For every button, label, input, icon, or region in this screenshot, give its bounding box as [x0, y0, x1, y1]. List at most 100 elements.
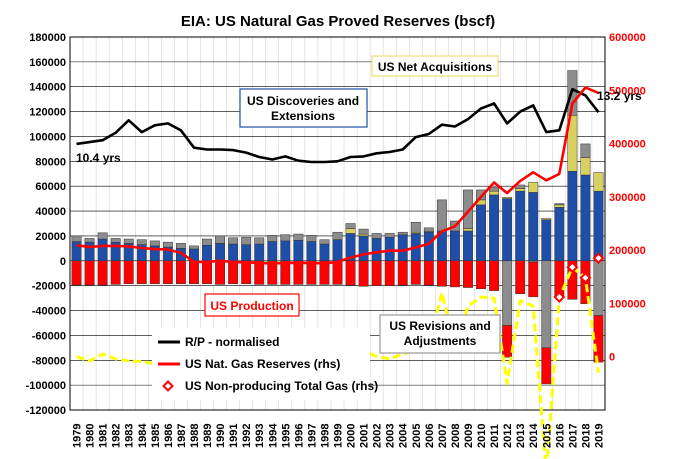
- bar-us-production-1985: [149, 260, 160, 285]
- left-tick-label: -80000: [32, 355, 66, 367]
- legend-label: US Nat. Gas Reserves (rhs): [185, 357, 340, 371]
- left-tick-label: 0: [60, 256, 66, 268]
- bar-us-discoveries-and-extensions-2016: [554, 207, 565, 262]
- x-tick-label: 2009: [463, 424, 475, 448]
- bar-us-discoveries-and-extensions-2011: [489, 194, 500, 262]
- bar-us-net-acquisitions-2019: [593, 172, 604, 192]
- left-tick-label: 20000: [35, 231, 66, 243]
- bar-us-production-2005: [410, 260, 421, 285]
- bar-us-revisions-and-adjustments-1998: [319, 239, 330, 245]
- bar-us-production-2011: [489, 260, 500, 291]
- bar-us-discoveries-and-extensions-2012: [502, 198, 513, 262]
- bar-us-discoveries-and-extensions-1992: [241, 244, 252, 262]
- bar-us-production-1992: [241, 260, 252, 285]
- bar-us-revisions-and-adjustments-1982: [110, 238, 121, 243]
- bar-us-production-1983: [123, 260, 134, 285]
- left-tick-label: -40000: [32, 306, 66, 318]
- bar-us-revisions-and-adjustments-2005: [410, 222, 421, 233]
- x-tick-label: 2011: [489, 424, 501, 448]
- line-us-nat-gas-reserves-rhs-: [76, 86, 599, 265]
- bar-us-revisions-and-adjustments-1995: [280, 234, 291, 242]
- bar-us-production-1980: [84, 260, 95, 286]
- left-tick-label: 60000: [35, 181, 66, 193]
- bar-us-revisions-and-adjustments-2007: [436, 199, 447, 232]
- left-tick-label: -100000: [26, 380, 66, 392]
- annotation-rev2: Adjustments: [404, 334, 477, 348]
- x-tick-label: 2000: [346, 424, 358, 448]
- bar-us-production-1991: [228, 260, 239, 285]
- x-tick-label: 1999: [333, 424, 345, 448]
- annotation-disc2: Extensions: [271, 109, 335, 123]
- left-tick-label: 160000: [29, 57, 66, 69]
- bar-us-discoveries-and-extensions-1981: [97, 238, 108, 262]
- bar-us-production-2000: [345, 260, 356, 286]
- x-tick-label: 1996: [293, 424, 305, 448]
- bar-us-production-1981: [97, 260, 108, 286]
- bar-us-production-2017: [567, 260, 578, 300]
- bar-us-revisions-and-adjustments-1990: [215, 235, 226, 244]
- bar-us-net-acquisitions-2016: [554, 204, 565, 208]
- x-tick-label: 2002: [372, 424, 384, 448]
- left-tick-label: -20000: [32, 281, 66, 293]
- left-tick-label: -60000: [32, 330, 66, 342]
- bar-us-production-2009: [463, 260, 473, 288]
- bar-us-production-2013: [515, 260, 526, 294]
- x-tick-label: 1984: [137, 423, 149, 448]
- bar-us-production-1995: [280, 260, 291, 285]
- bar-us-production-1990: [215, 260, 226, 285]
- x-tick-label: 2012: [502, 424, 514, 448]
- annotations: US Net Acquisitions US Discoveries andExt…: [76, 55, 642, 354]
- bar-us-discoveries-and-extensions-2017: [567, 171, 578, 262]
- x-tick-label: 1980: [85, 424, 97, 448]
- x-tick-label: 1989: [202, 424, 214, 448]
- x-tick-label: 1985: [150, 424, 162, 448]
- bar-us-net-acquisitions-2012: [502, 197, 513, 199]
- left-tick-label: 140000: [29, 82, 66, 94]
- bar-us-discoveries-and-extensions-2018: [580, 174, 591, 262]
- right-tick-label: 600000: [609, 32, 646, 44]
- bar-us-production-2004: [397, 260, 408, 286]
- bar-us-discoveries-and-extensions-1993: [254, 243, 265, 262]
- left-tick-label: 80000: [35, 156, 66, 168]
- x-tick-label: 2007: [437, 424, 449, 448]
- bar-us-revisions-and-adjustments-1992: [241, 236, 252, 245]
- bar-us-production-2007: [436, 260, 447, 287]
- bar-us-net-acquisitions-2001: [358, 233, 369, 237]
- bar-us-discoveries-and-extensions-1994: [267, 241, 278, 262]
- x-tick-label: 2004: [398, 423, 410, 448]
- bar-us-production-1982: [110, 260, 121, 285]
- right-tick-label: 300000: [609, 192, 646, 204]
- bar-us-discoveries-and-extensions-1998: [319, 243, 330, 262]
- x-tick-label: 1979: [72, 424, 84, 448]
- x-tick-label: 2018: [580, 424, 592, 448]
- bar-us-revisions-and-adjustments-1980: [84, 238, 95, 243]
- annotation-prod-box: [204, 293, 300, 317]
- marker-2019: [592, 252, 605, 265]
- bar-us-revisions-and-adjustments-1994: [267, 235, 278, 242]
- bar-us-revisions-and-adjustments-1979: [71, 235, 82, 242]
- x-tick-label: 2013: [515, 424, 527, 448]
- bar-us-revisions-and-adjustments-1991: [228, 237, 239, 245]
- right-tick-label: 200000: [609, 245, 646, 257]
- x-axis-ticks: 1979 1980 1981 1982 1983 1984 1985 1986 1987 1988…: [72, 423, 606, 448]
- bar-us-production-1994: [267, 260, 278, 285]
- x-tick-label: 1992: [241, 424, 253, 448]
- left-tick-label: 120000: [29, 107, 66, 119]
- bar-us-discoveries-and-extensions-1991: [228, 243, 239, 262]
- bar-us-discoveries-and-extensions-2008: [449, 230, 460, 262]
- x-tick-label: 1987: [176, 424, 188, 448]
- bar-us-revisions-and-adjustments-1987: [175, 243, 186, 249]
- x-tick-label: 1988: [189, 424, 201, 448]
- bar-us-revisions-and-adjustments-2004: [397, 231, 408, 235]
- annotation-net_acq: US Net Acquisitions: [378, 60, 493, 74]
- bar-us-revisions-and-adjustments-1993: [254, 237, 265, 245]
- left-tick-label: 180000: [29, 32, 66, 44]
- x-tick-label: 1998: [319, 424, 331, 448]
- x-tick-label: 2017: [567, 424, 579, 448]
- x-tick-label: 1983: [124, 424, 136, 448]
- right-tick-label: 400000: [609, 139, 646, 151]
- marker-2018: [579, 271, 592, 284]
- bar-us-revisions-and-adjustments-1997: [306, 235, 317, 242]
- bar-us-discoveries-and-extensions-2014: [528, 192, 539, 262]
